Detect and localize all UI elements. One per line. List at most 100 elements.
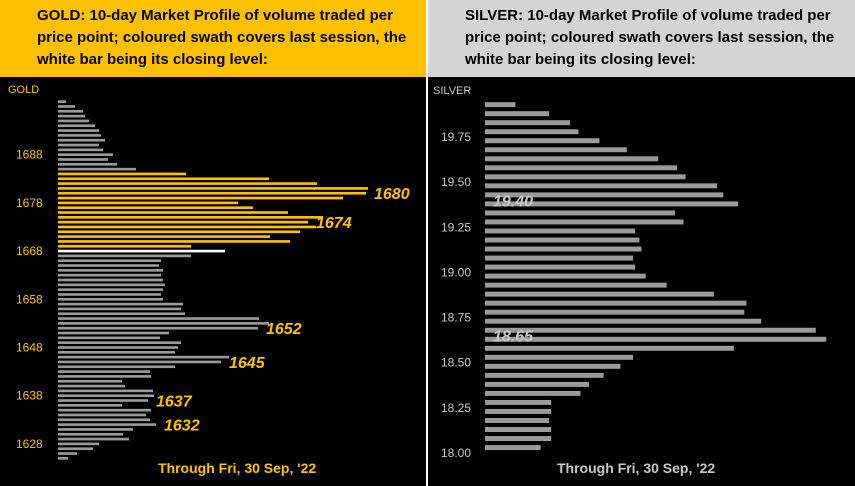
gold-profile-bar — [58, 100, 66, 103]
silver-title: SILVER: 10-day Market Profile of volume … — [465, 7, 835, 68]
gold-profile-bar — [58, 418, 150, 422]
gold-profile-bar — [58, 259, 161, 263]
gold-footer: Through Fri, 30 Sep, '22 — [158, 460, 316, 476]
gold-profile-bar — [58, 278, 163, 282]
silver-profile-bar — [485, 445, 541, 451]
gold-profile-bar — [58, 201, 238, 205]
silver-header: SILVER: 10-day Market Profile of volume … — [428, 0, 855, 77]
gold-profile-bar — [58, 216, 323, 219]
gold-profile-bar — [58, 307, 181, 311]
gold-profile-bar — [58, 153, 113, 156]
silver-tick-label: 18.50 — [441, 356, 471, 370]
gold-profile-bar — [58, 249, 225, 253]
silver-profile-bar — [485, 327, 816, 333]
gold-callout-label: 1637 — [156, 394, 193, 411]
gold-profile-bar — [58, 408, 151, 412]
silver-profile-bar — [485, 318, 762, 324]
gold-profile-bar — [58, 269, 163, 272]
silver-panel: SILVER: 10-day Market Profile of volume … — [428, 0, 855, 486]
silver-footer: Through Fri, 30 Sep, '22 — [557, 460, 715, 476]
gold-profile-bar — [58, 119, 89, 123]
gold-profile-bar — [58, 375, 151, 378]
gold-header: GOLD: 10-day Market Profile of volume tr… — [0, 0, 426, 77]
silver-profile-bar — [485, 436, 552, 442]
gold-profile-bar — [58, 191, 366, 195]
gold-profile-bar — [58, 235, 270, 238]
gold-profile-bar — [58, 437, 129, 441]
gold-profile-bar — [58, 172, 186, 176]
gold-profile-bar — [58, 105, 75, 108]
silver-profile-bar — [485, 291, 714, 297]
gold-profile-bar — [58, 365, 175, 369]
silver-profile-bar — [485, 399, 552, 405]
silver-tick-label: 18.75 — [441, 311, 471, 325]
silver-profile-bar — [485, 363, 621, 369]
gold-profile-chart: GOLD Through Fri, 30 Sep, '22 1688 1678 16… — [8, 84, 410, 476]
gold-profile-bar — [58, 134, 101, 137]
gold-panel: GOLD: 10-day Market Profile of volume tr… — [0, 0, 426, 486]
gold-profile-bar — [58, 288, 163, 291]
silver-profile-bar — [485, 210, 676, 216]
gold-profile-bar — [58, 331, 169, 335]
silver-profile-bar — [485, 408, 552, 414]
silver-profile-bar — [485, 174, 686, 180]
silver-profile-bar — [485, 273, 646, 279]
gold-profile-bar — [58, 182, 317, 185]
silver-profile-bar — [485, 138, 600, 144]
gold-tick-label: 1658 — [16, 292, 43, 306]
gold-callout-label: 1680 — [374, 186, 410, 203]
gold-profile-bar — [58, 162, 117, 166]
gold-profile-bar — [58, 370, 150, 373]
silver-profile-bar — [485, 264, 636, 270]
silver-profile-bar — [485, 246, 642, 252]
gold-profile-bar — [58, 394, 154, 398]
silver-profile-bar — [485, 336, 827, 342]
gold-callout-label: 1645 — [229, 355, 266, 372]
silver-plot-area: SILVER Through Fri, 30 Sep, '22 19.75 19.… — [428, 77, 855, 486]
gold-profile-bar — [58, 447, 93, 451]
gold-profile-bar — [58, 399, 148, 402]
gold-profile-bar — [58, 293, 161, 296]
silver-tick-label: 19.50 — [441, 175, 471, 189]
gold-profile-bar — [58, 240, 290, 243]
gold-profile-bar — [58, 264, 159, 267]
silver-profile-bar — [485, 156, 659, 162]
gold-plot-area: GOLD Through Fri, 30 Sep, '22 1688 1678 16… — [0, 77, 426, 486]
silver-profile-bar — [485, 381, 589, 387]
silver-profile-chart: SILVER Through Fri, 30 Sep, '22 19.75 19.… — [433, 85, 827, 476]
gold-profile-bar — [58, 206, 253, 210]
gold-profile-bar — [58, 273, 161, 277]
gold-profile-bar — [58, 230, 300, 234]
gold-title: GOLD: 10-day Market Profile of volume tr… — [37, 7, 407, 68]
silver-profile-bar — [485, 255, 634, 261]
gold-callout-label: 1632 — [164, 418, 200, 435]
silver-profile-bar — [485, 111, 550, 117]
gold-callout-label: 1674 — [316, 215, 352, 232]
silver-tick-label: 18.25 — [441, 401, 471, 415]
silver-profile-bar — [485, 201, 739, 207]
gold-profile-bar — [58, 317, 259, 320]
gold-profile-bar — [58, 177, 269, 181]
gold-profile-bar — [58, 322, 269, 325]
silver-profile-bar — [485, 219, 684, 225]
gold-profile-bar — [58, 167, 136, 171]
silver-profile-bar — [485, 309, 745, 315]
silver-tick-label: 18.00 — [441, 446, 471, 460]
gold-profile-bar — [58, 389, 153, 393]
gold-profile-bar — [58, 428, 133, 431]
gold-profile-bar — [58, 187, 368, 190]
gold-profile-bar — [58, 109, 83, 113]
gold-profile-bar — [58, 346, 178, 349]
gold-profile-bar — [58, 158, 108, 161]
gold-profile-bar — [58, 129, 99, 132]
gold-tick-label: 1678 — [16, 196, 43, 210]
gold-profile-bar — [58, 302, 183, 306]
silver-profile-bar — [485, 390, 581, 396]
silver-callout-label: 19.40 — [493, 193, 533, 210]
gold-profile-bar — [58, 379, 122, 383]
silver-tick-label: 19.75 — [441, 130, 471, 144]
gold-tick-label: 1648 — [16, 340, 43, 354]
gold-profile-bar — [58, 312, 185, 316]
gold-tick-label: 1628 — [16, 437, 43, 451]
gold-profile-bar — [58, 196, 343, 200]
